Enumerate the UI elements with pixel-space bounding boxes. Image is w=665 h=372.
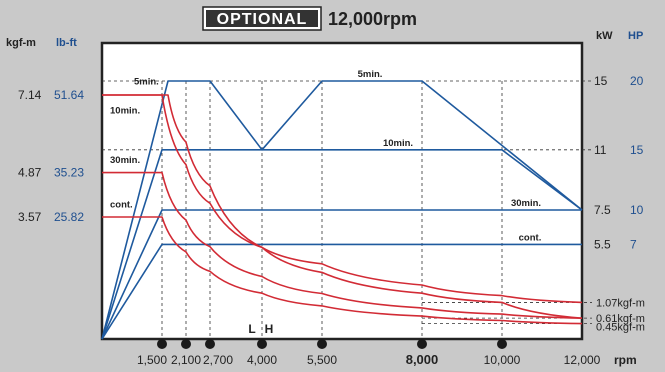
x-tick-1: 2,100 bbox=[171, 353, 201, 367]
torque-label-cont: cont. bbox=[110, 199, 133, 210]
left-tick-lbft-2: 25.82 bbox=[54, 210, 84, 224]
left-unit-lbft: lb-ft bbox=[56, 37, 77, 49]
torque-end-label-0: 1.07kgf-m bbox=[596, 297, 645, 309]
rpm-marker-2 bbox=[205, 339, 215, 349]
power-line-10min bbox=[101, 149, 583, 340]
gear-label-low: L bbox=[248, 322, 255, 336]
rpm-marker-4 bbox=[317, 339, 327, 349]
left-tick-lbft-1: 35.23 bbox=[54, 166, 84, 180]
left-tick-kgfm-2: 3.57 bbox=[18, 210, 42, 224]
chart-title: 12,000rpm bbox=[328, 9, 417, 29]
right-tick-kw-2: 7.5 bbox=[594, 203, 611, 217]
left-tick-kgfm-1: 4.87 bbox=[18, 166, 42, 180]
torque-curves bbox=[102, 94, 583, 325]
torque-label-5min: 5min. bbox=[134, 76, 159, 87]
plot-area bbox=[100, 41, 584, 341]
rpm-marker-0 bbox=[157, 339, 167, 349]
title-badge: OPTIONAL bbox=[217, 11, 308, 28]
right-tick-kw-3: 5.5 bbox=[594, 237, 611, 251]
left-tick-lbft-0: 51.64 bbox=[54, 88, 84, 102]
x-tick-6: 10,000 bbox=[484, 353, 521, 367]
x-axis-unit: rpm bbox=[614, 353, 637, 367]
right-tick-hp-0: 20 bbox=[630, 74, 644, 88]
torque-end-label-2: 0.45kgf-m bbox=[596, 322, 645, 334]
gear-label-high: H bbox=[265, 322, 274, 336]
power-label-cont: cont. bbox=[519, 232, 542, 243]
torque-label-10min: 10min. bbox=[110, 105, 140, 116]
left-unit-kgfm: kgf-m bbox=[6, 37, 36, 49]
rpm-marker-6 bbox=[497, 339, 507, 349]
torque-end-label-1: 0.61kgf-m bbox=[596, 313, 645, 325]
x-tick-2: 2,700 bbox=[203, 353, 233, 367]
power-line-cont bbox=[101, 243, 582, 340]
rpm-marker-1 bbox=[181, 339, 191, 349]
x-tick-0: 1,500 bbox=[137, 353, 167, 367]
right-tick-hp-2: 10 bbox=[630, 203, 644, 217]
power-label-30min: 30min. bbox=[511, 198, 541, 209]
right-unit-kw: kW bbox=[596, 30, 613, 42]
axis-ticks: 7.14 51.64 4.87 35.23 3.57 25.82 15 20 11 15 7.5 10… bbox=[18, 74, 645, 367]
x-tick-3: 4,000 bbox=[247, 353, 277, 367]
rpm-marker-3 bbox=[257, 339, 267, 349]
torque-line-5min bbox=[102, 94, 583, 304]
torque-line-10min bbox=[102, 94, 583, 319]
power-line-5min bbox=[101, 80, 583, 340]
curve-labels: 5min. 10min. 30min. cont. 5min. 10min. 30min. c… bbox=[110, 69, 541, 243]
right-tick-kw-1: 11 bbox=[594, 143, 607, 157]
rpm-marker-5 bbox=[417, 339, 427, 349]
right-tick-kw-0: 15 bbox=[594, 74, 608, 88]
x-tick-4: 5,500 bbox=[307, 353, 337, 367]
right-unit-hp: HP bbox=[628, 30, 643, 42]
power-label-10min: 10min. bbox=[383, 138, 413, 149]
power-line-30min bbox=[101, 209, 582, 340]
power-label-5min: 5min. bbox=[358, 69, 383, 80]
power-curves bbox=[101, 80, 583, 340]
torque-label-30min: 30min. bbox=[110, 155, 140, 166]
x-tick-5: 8,000 bbox=[406, 352, 439, 367]
title-badge-inner bbox=[206, 10, 318, 27]
x-tick-7: 12,000 bbox=[564, 353, 601, 367]
right-tick-hp-3: 7 bbox=[630, 237, 637, 251]
left-tick-kgfm-0: 7.14 bbox=[18, 88, 42, 102]
right-tick-hp-1: 15 bbox=[630, 143, 644, 157]
torque-line-cont bbox=[102, 216, 583, 325]
torque-line-30min bbox=[102, 171, 583, 319]
